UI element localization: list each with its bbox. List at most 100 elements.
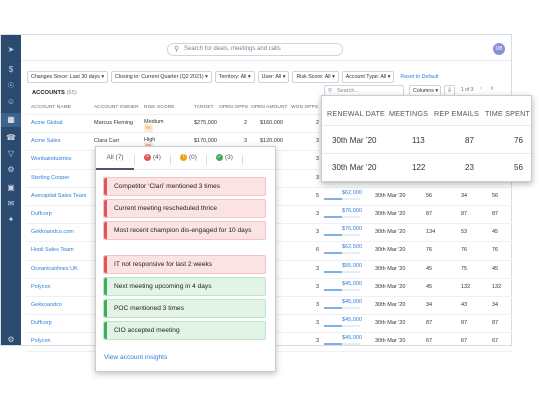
funnel-icon[interactable]: ▽: [7, 149, 15, 158]
insight-item-red[interactable]: Current meeting rescheduled thrice: [103, 199, 266, 218]
account-name-link[interactable]: Wonkaindustries: [31, 156, 72, 163]
reset-to-default-link[interactable]: Reset to Default: [400, 74, 439, 80]
handshake-icon[interactable]: ✦: [7, 215, 15, 224]
account-owner-cell: Marcus Fleming: [94, 120, 134, 126]
account-name-link[interactable]: Polycon: [31, 338, 51, 345]
table-row[interactable]: Oceanicairlines UK 3 30th Mar '20 45 75 45 $55…: [26, 261, 512, 278]
mail-icon[interactable]: ✉: [7, 199, 15, 208]
progress-bar: [324, 325, 360, 328]
table-row[interactable]: Gekkoandco.com 3 30th Mar '20 134 53 45 $76,00…: [26, 224, 512, 241]
global-search-input[interactable]: ⚲ Search for deals, meetings and calls: [167, 43, 343, 56]
tab-all-label: All: [106, 154, 114, 161]
account-name-link[interactable]: Polycon: [31, 283, 51, 290]
value-amount: $45,000: [342, 299, 362, 305]
divider: [322, 153, 531, 154]
divider: [322, 125, 531, 126]
tab-all[interactable]: All (7): [96, 147, 134, 169]
check-icon: ✓: [216, 153, 224, 161]
time-spent-cell: 67: [492, 338, 499, 345]
header-renewal-date[interactable]: RENEWAL DATE: [327, 109, 386, 118]
progress-bar-fill: [324, 216, 342, 218]
header-target[interactable]: TARGET: [194, 105, 214, 110]
value-amount: $45,000: [342, 317, 362, 324]
time-spent-cell: 76: [514, 136, 523, 145]
header-meetings[interactable]: MEETINGS: [389, 109, 429, 118]
header-account-owner[interactable]: ACCOUNT OWNER: [94, 105, 139, 110]
won-opps-cell: 2: [316, 120, 320, 126]
tab-positive[interactable]: ✓ (3): [207, 147, 242, 169]
insight-item-green[interactable]: POC mentioned 3 times: [103, 299, 266, 318]
table-row[interactable]: Polycon 3 30th Mar '20 67 67 67 $45,000: [26, 333, 512, 350]
table-row[interactable]: Wonkaindustries 3: [26, 151, 512, 168]
header-open-amount[interactable]: OPEN AMOUNT: [251, 105, 288, 110]
table-row[interactable]: Duffcorp 3 30th Mar '20 87 87 87 $45,000: [26, 315, 512, 332]
gear-icon[interactable]: ⚙: [7, 165, 15, 174]
progress-bar-fill: [324, 270, 342, 273]
progress-bar: [324, 216, 360, 218]
account-name-link[interactable]: Acme Sales: [31, 138, 61, 145]
progress-bar-fill: [324, 288, 342, 291]
insight-item-green[interactable]: CIO accepted meeting: [103, 321, 266, 340]
account-name-link[interactable]: Avecapital Sales Team: [31, 192, 87, 199]
chevron-left-icon[interactable]: ‹: [480, 85, 483, 92]
renewal-date-cell: 30th Mar ’20: [332, 163, 377, 172]
table-row[interactable]: Avecapital Sales Team 5 30th Mar '20 56 34 56…: [26, 188, 512, 205]
view-account-insights-link[interactable]: View account insights: [104, 354, 168, 361]
account-name-link[interactable]: Duffcorp: [31, 320, 52, 327]
time-spent-cell: 45: [492, 265, 499, 272]
binoculars-icon[interactable]: ☉: [7, 81, 15, 90]
header-rep-emails[interactable]: REP EMAILS: [434, 109, 480, 118]
chevron-right-icon[interactable]: ›: [491, 85, 494, 92]
filter-dropdown[interactable]: Changes Since: Last 30 days ▾: [27, 71, 109, 83]
filter-dropdown[interactable]: User: All ▾: [257, 71, 290, 83]
table-row[interactable]: Acme Global Marcus Fleming $275,000 2 $160,0…: [26, 115, 512, 132]
avatar[interactable]: DB: [493, 43, 505, 55]
rep-emails-cell: 132: [461, 283, 471, 290]
account-name-link[interactable]: Gekkoandco.com: [31, 229, 74, 236]
account-name-link[interactable]: Oceanicairlines UK: [31, 265, 78, 272]
account-name-link[interactable]: Hooli Sales Team: [31, 247, 74, 254]
send-icon[interactable]: ➤: [7, 45, 15, 54]
table-row[interactable]: Polycon 3 30th Mar '20 45 132 132 $45,000: [26, 279, 512, 296]
insight-item-red[interactable]: IT not responsive for last 2 weeks: [103, 255, 266, 274]
tab-warning[interactable]: ! (0): [171, 147, 206, 169]
phone-icon[interactable]: ☎: [6, 133, 16, 142]
table-row[interactable]: Sterling Cooper 3: [26, 170, 512, 187]
value-amount: $62,500: [342, 244, 362, 251]
search-icon: ⚲: [328, 88, 333, 94]
time-spent-cell: 56: [492, 192, 499, 199]
table-row[interactable]: Gekkoandco 3 30th Mar '20 34 43 34 $45,000: [26, 297, 512, 314]
header-account-name[interactable]: ACCOUNT NAME: [31, 105, 72, 110]
account-name-link[interactable]: Acme Global: [31, 120, 63, 126]
dollar-icon[interactable]: $: [8, 65, 14, 74]
header-open-opps[interactable]: OPEN OPPS: [219, 105, 249, 110]
risk-label: High: [144, 137, 156, 144]
accounts-title-label: ACCOUNTS: [32, 90, 65, 96]
meetings-cell: 134: [426, 229, 436, 236]
global-search-placeholder: Search for deals, meetings and calls: [184, 46, 281, 52]
won-opps-cell: 3: [316, 338, 320, 345]
account-name-link[interactable]: Gekkoandco: [31, 302, 62, 308]
filter-dropdown[interactable]: Territory: All ▾: [214, 71, 255, 83]
won-opps-cell: 3: [316, 156, 320, 163]
table-row[interactable]: Duffcorp 3 30th Mar '20 87 87 87 $76,000: [26, 206, 512, 223]
insight-item-green[interactable]: Next meeting upcoming in 4 days: [103, 277, 266, 296]
filter-dropdown[interactable]: Closing in: Current Quarter (Q2 2021) ▾: [111, 71, 212, 83]
settings-icon[interactable]: ⚙: [7, 335, 15, 344]
header-risk-score[interactable]: RISK SCORE: [144, 105, 175, 110]
renewal-date-cell: 30th Mar '20: [375, 338, 406, 345]
people-icon[interactable]: ☺: [6, 97, 16, 106]
dashboard-icon[interactable]: ▦: [1, 113, 21, 127]
insight-item-red[interactable]: Most recent champion dis-engaged for 10 …: [103, 221, 266, 240]
filter-dropdown[interactable]: Risk Score: All ▾: [292, 71, 339, 83]
header-time-spent[interactable]: TIME SPENT: [485, 109, 531, 118]
account-name-link[interactable]: Sterling Cooper: [31, 174, 70, 181]
table-row[interactable]: Hooli Sales Team 6 30th Mar '20 76 76 76 $62,5…: [26, 242, 512, 259]
filter-dropdown[interactable]: Account Type: All ▾: [341, 71, 395, 83]
risk-score-cell: 86High: [144, 137, 156, 151]
account-name-link[interactable]: Duffcorp: [31, 211, 52, 217]
tab-negative[interactable]: × (4): [135, 147, 170, 169]
calendar-icon[interactable]: ▣: [7, 183, 15, 192]
insight-item-red[interactable]: Competitor ‘Clari’ mentioned 3 times: [103, 177, 266, 196]
header-won-opps[interactable]: WON OPPS: [291, 105, 319, 110]
